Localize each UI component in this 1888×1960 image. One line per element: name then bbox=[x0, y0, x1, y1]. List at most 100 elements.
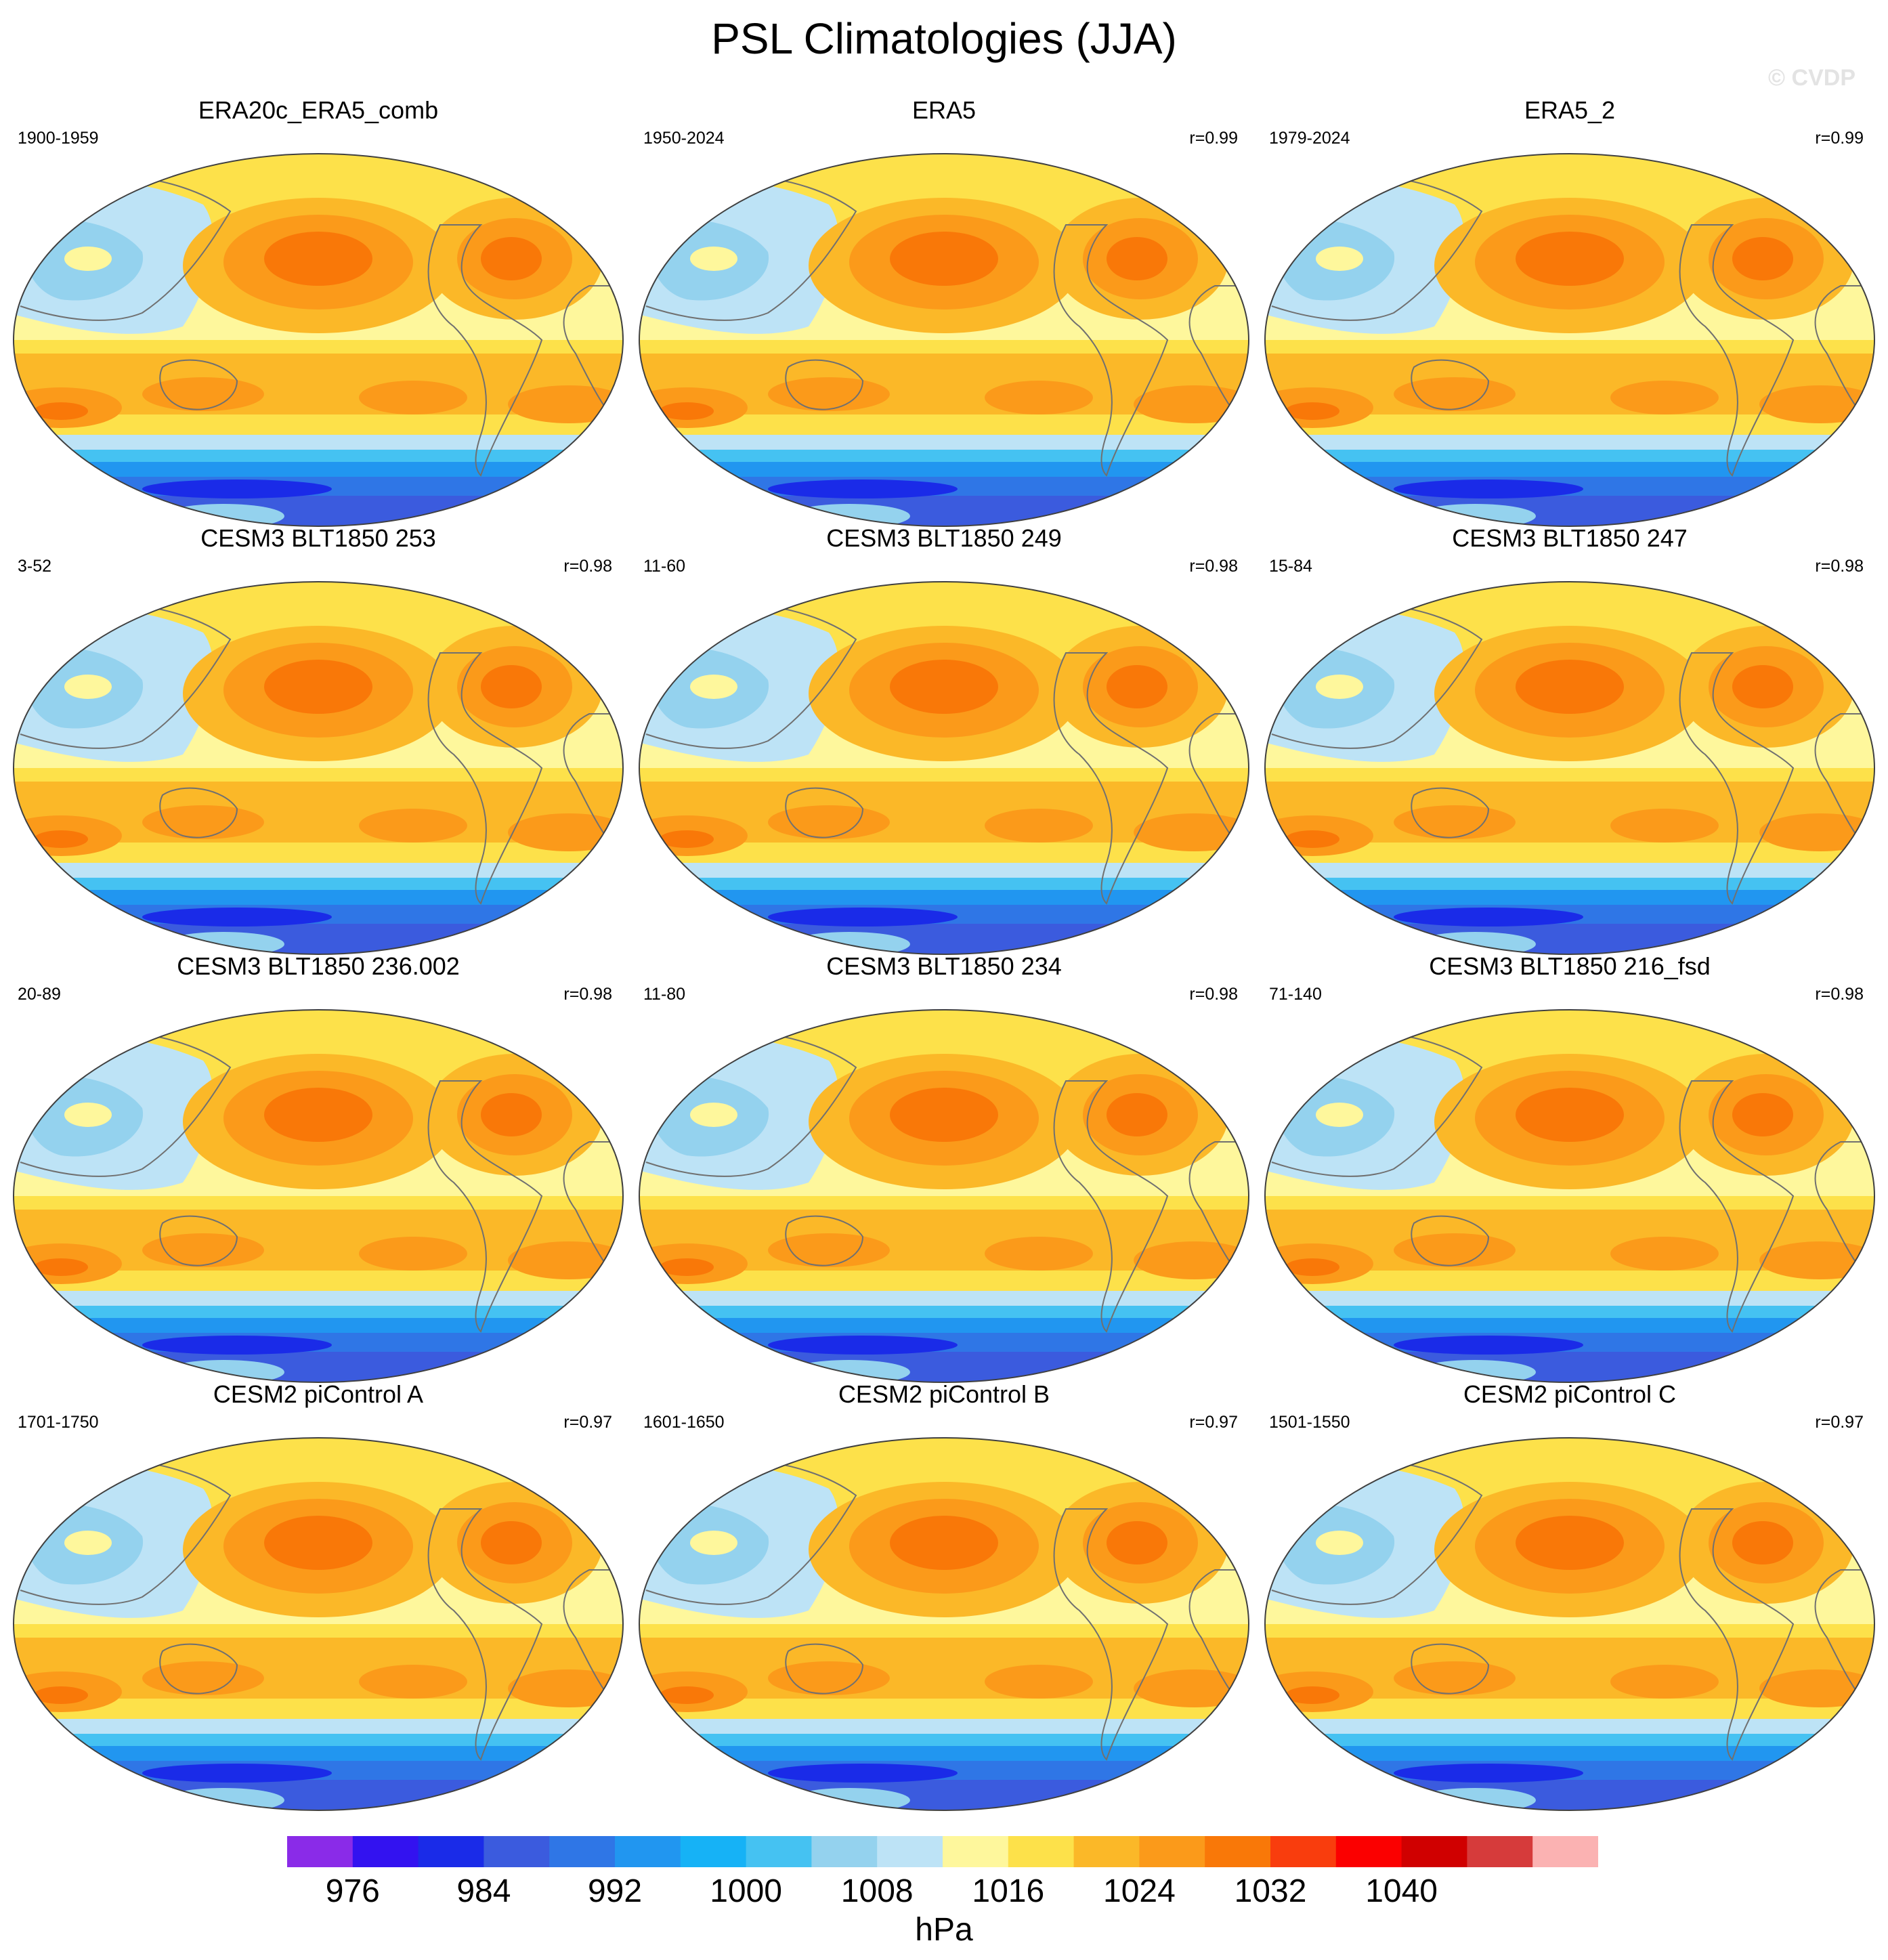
panel-title: CESM3 BLT1850 236.002 bbox=[177, 952, 460, 980]
panel-title: CESM3 BLT1850 249 bbox=[826, 524, 1062, 552]
field-band-3 bbox=[14, 1318, 623, 1333]
field-band-1 bbox=[1265, 1291, 1874, 1306]
field-natl-high-core bbox=[1107, 665, 1167, 708]
panel-title: CESM3 BLT1850 253 bbox=[200, 524, 436, 552]
psl-map bbox=[13, 1437, 624, 1811]
field-band-3 bbox=[1265, 1318, 1874, 1333]
coastline-australia bbox=[1411, 787, 1490, 838]
colorbar-units: hPa bbox=[915, 1912, 973, 1948]
field-deep-low bbox=[1394, 1764, 1583, 1783]
field-high-core bbox=[660, 1258, 714, 1276]
panel-period: 71-140 bbox=[1269, 985, 1322, 1004]
colorbar bbox=[287, 1836, 1598, 1867]
field-high-sepacific bbox=[359, 809, 467, 843]
field-high-core bbox=[34, 402, 88, 420]
field-natl-high-core bbox=[1732, 1093, 1793, 1136]
colorbar-swatch bbox=[1073, 1836, 1140, 1867]
map-border bbox=[13, 1437, 624, 1811]
colorbar-swatch bbox=[746, 1836, 812, 1867]
field-npac-high-core bbox=[1516, 1088, 1624, 1142]
figure-title: PSL Climatologies (JJA) bbox=[711, 14, 1177, 63]
field-tibet bbox=[1316, 1531, 1363, 1555]
field-band-1 bbox=[1265, 1719, 1874, 1734]
map-panel: CESM3 BLT1850 236.002 20-89 r=0.98 bbox=[7, 952, 630, 1383]
colorbar-tick-label: 1040 bbox=[1365, 1873, 1438, 1909]
field-high-sepacific bbox=[985, 809, 1093, 843]
field-high-sepacific bbox=[985, 1237, 1093, 1271]
field-band-1 bbox=[639, 863, 1249, 878]
field-high-core bbox=[34, 1686, 88, 1704]
psl-map bbox=[639, 153, 1249, 527]
colorbar-swatch bbox=[1008, 1836, 1075, 1867]
field-deep-low bbox=[142, 1336, 332, 1355]
field-natl-high-core bbox=[481, 237, 542, 280]
panel-title: CESM2 piControl C bbox=[1463, 1380, 1677, 1408]
colorbar-swatch bbox=[1270, 1836, 1337, 1867]
field-npac-high-core bbox=[890, 232, 998, 286]
panel-correlation: r=0.99 bbox=[1815, 129, 1864, 148]
field-npac-high-core bbox=[264, 1516, 372, 1570]
field-npac-high-core bbox=[264, 1088, 372, 1142]
field-high-core bbox=[660, 402, 714, 420]
colorbar-tick-label: 992 bbox=[587, 1873, 643, 1909]
map-panel: ERA5 1950-2024 r=0.99 bbox=[632, 96, 1256, 527]
field-band-3 bbox=[14, 890, 623, 905]
map-panel: CESM3 BLT1850 253 3-52 r=0.98 bbox=[7, 524, 630, 955]
field-band-1 bbox=[639, 435, 1249, 450]
field-natl-high-core bbox=[1732, 1521, 1793, 1564]
panel-correlation: r=0.98 bbox=[1815, 985, 1864, 1004]
field-band-3 bbox=[1265, 462, 1874, 477]
field-high-core bbox=[1285, 402, 1339, 420]
field-band-1 bbox=[14, 1291, 623, 1306]
map-border bbox=[639, 153, 1249, 527]
coastline-australia bbox=[785, 787, 864, 838]
coastline-americas bbox=[427, 652, 543, 905]
field-tibet bbox=[690, 1103, 737, 1127]
field-band-1 bbox=[639, 1291, 1249, 1306]
field-npac-high-core bbox=[264, 232, 372, 286]
field-high-core bbox=[34, 830, 88, 848]
coastline-americas bbox=[1053, 1080, 1169, 1333]
field-tibet bbox=[64, 675, 112, 699]
field-high-sepacific bbox=[1610, 381, 1719, 414]
watermark: © CVDP bbox=[1768, 65, 1855, 91]
field-band-3 bbox=[639, 890, 1249, 905]
field-tibet bbox=[1316, 1103, 1363, 1127]
map-panel: CESM2 piControl A 1701-1750 r=0.97 bbox=[7, 1380, 630, 1811]
field-band-3 bbox=[1265, 890, 1874, 905]
panel-correlation: r=0.98 bbox=[1815, 557, 1864, 576]
colorbar-swatch bbox=[877, 1836, 943, 1867]
field-band-2 bbox=[1265, 878, 1874, 890]
map-border bbox=[1264, 1437, 1875, 1811]
colorbar-tick-label: 1008 bbox=[840, 1873, 914, 1909]
panel-period: 3-52 bbox=[18, 557, 52, 576]
field-npac-high-core bbox=[1516, 232, 1624, 286]
colorbar-tick-label: 976 bbox=[325, 1873, 380, 1909]
field-high-core bbox=[1285, 830, 1339, 848]
coastline-australia bbox=[1411, 359, 1490, 410]
field-high-sepacific bbox=[985, 381, 1093, 414]
field-high-sepacific bbox=[1610, 809, 1719, 843]
field-natl-high-core bbox=[1732, 237, 1793, 280]
coastline-australia bbox=[785, 1215, 864, 1266]
field-band-2 bbox=[14, 1306, 623, 1318]
field-antarctic bbox=[788, 1788, 910, 1810]
field-deep-low bbox=[768, 1764, 958, 1783]
map-border bbox=[1264, 1009, 1875, 1383]
field-band-3 bbox=[14, 1746, 623, 1761]
map-panel: CESM3 BLT1850 234 11-80 r=0.98 bbox=[632, 952, 1256, 1383]
coastline-americas bbox=[1053, 652, 1169, 905]
map-panel: CESM3 BLT1850 249 11-60 r=0.98 bbox=[632, 524, 1256, 955]
field-band-2 bbox=[639, 1734, 1249, 1746]
map-border bbox=[639, 1437, 1249, 1811]
psl-map bbox=[1264, 153, 1875, 527]
field-high-core bbox=[1285, 1258, 1339, 1276]
field-deep-low bbox=[1394, 480, 1583, 498]
field-high-core bbox=[660, 1686, 714, 1704]
field-deep-low bbox=[768, 1336, 958, 1355]
colorbar-swatch bbox=[943, 1836, 1009, 1867]
field-band-1 bbox=[14, 435, 623, 450]
field-deep-low bbox=[1394, 1336, 1583, 1355]
field-tibet bbox=[1316, 675, 1363, 699]
field-natl-high-core bbox=[1732, 665, 1793, 708]
